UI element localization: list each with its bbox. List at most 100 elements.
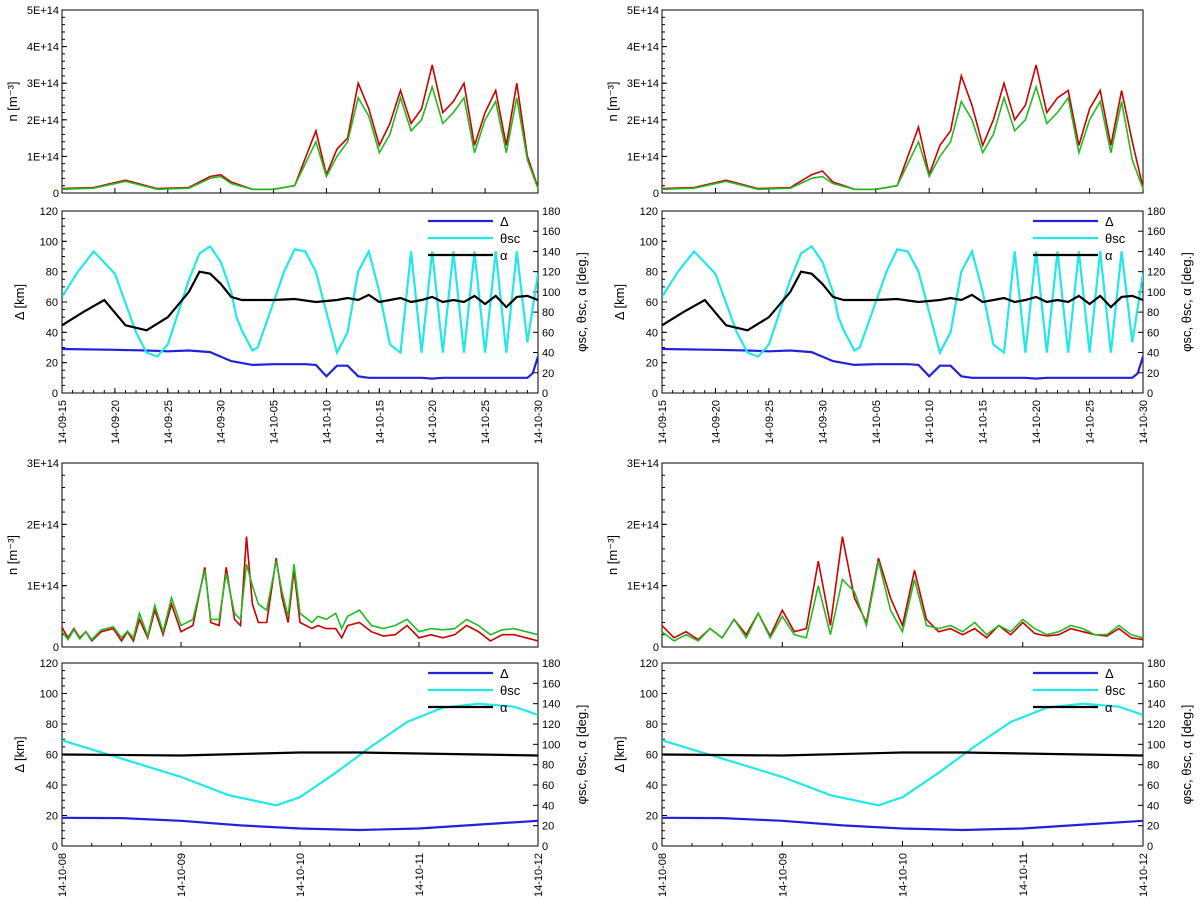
panel-bottom-right: 0 1E+14 2E+14 3E+14 n [m⁻³] 0 20 40 60 80 100 120 0 2… xyxy=(605,458,1194,897)
x-tick-label: 14-10-09 xyxy=(176,853,188,897)
density-y-tick-label: 2E+14 xyxy=(27,519,59,531)
density-y-tick-label: 0 xyxy=(653,642,659,654)
x-tick-label: 14-10-20 xyxy=(1031,400,1043,444)
geometry-left-tick-label: 20 xyxy=(46,358,58,370)
x-tick-label: 14-10-11 xyxy=(414,853,426,896)
geometry-right-axis-label: φsc, θsc, α [deg.] xyxy=(574,705,589,805)
geometry-right-tick-label: 0 xyxy=(1147,841,1153,853)
x-tick-label: 14-10-12 xyxy=(1138,853,1150,897)
geometry-right-tick-label: 100 xyxy=(1147,739,1165,751)
x-tick-label: 14-09-25 xyxy=(163,400,175,444)
geometry-right-tick-label: 100 xyxy=(1147,287,1165,299)
geometry-right-tick-label: 40 xyxy=(542,800,554,812)
density-y-tick-label: 3E+14 xyxy=(27,78,59,90)
density-y-axis-label: n [m⁻³] xyxy=(5,81,20,121)
geometry-left-tick-label: 0 xyxy=(52,841,58,853)
theta-line xyxy=(62,702,538,807)
geometry-left-tick-label: 80 xyxy=(646,267,658,279)
legend-label: α xyxy=(1105,248,1113,263)
legend-label: θsc xyxy=(500,683,521,698)
geometry-left-tick-label: 80 xyxy=(646,719,658,731)
geometry-left-tick-label: 100 xyxy=(40,689,58,701)
geometry-left-tick-label: 60 xyxy=(646,750,658,762)
x-tick-label: 14-09-15 xyxy=(657,400,669,444)
density-series-measured xyxy=(61,560,539,642)
legend-label: Δ xyxy=(1105,214,1114,229)
geometry-left-tick-label: 40 xyxy=(46,327,58,339)
x-tick-label: 14-10-05 xyxy=(871,400,883,444)
geometry-right-tick-label: 60 xyxy=(542,327,554,339)
geometry-right-tick-label: 140 xyxy=(1147,246,1165,258)
geometry-right-tick-label: 180 xyxy=(1147,658,1165,670)
delta-line xyxy=(62,816,538,832)
legend-label: α xyxy=(500,700,508,715)
theta-line xyxy=(662,702,1143,807)
geometry-left-axis-label: Δ [km] xyxy=(612,284,627,320)
delta-line xyxy=(662,347,1143,380)
geometry-left-tick-label: 20 xyxy=(646,811,658,823)
x-tick-label: 14-10-15 xyxy=(978,400,990,444)
geometry-right-tick-label: 0 xyxy=(1147,388,1153,400)
x-tick-label: 14-10-10 xyxy=(295,853,307,897)
geometry-right-tick-label: 120 xyxy=(1147,719,1165,731)
geometry-right-tick-label: 20 xyxy=(1147,368,1159,380)
density-y-tick-label: 2E+14 xyxy=(627,115,659,127)
density-y-tick-label: 4E+14 xyxy=(627,42,659,54)
geometry-left-axis-label: Δ [km] xyxy=(612,736,627,772)
legend-label: Δ xyxy=(500,214,509,229)
density-series-model xyxy=(661,536,1144,641)
x-tick-label: 14-10-25 xyxy=(480,400,492,444)
density-y-tick-label: 1E+14 xyxy=(27,151,59,163)
density-y-tick-label: 5E+14 xyxy=(627,5,659,17)
geometry-left-tick-label: 40 xyxy=(646,327,658,339)
x-tick-label: 14-10-10 xyxy=(321,400,333,444)
panel-top-right: 0 1E+14 2E+14 3E+14 4E+14 5E+14 n [m⁻³] 0 20 40 60… xyxy=(605,5,1194,444)
geometry-left-tick-label: 120 xyxy=(640,206,658,218)
legend-label: Δ xyxy=(500,666,509,681)
geometry-left-tick-label: 20 xyxy=(46,811,58,823)
geometry-right-tick-label: 20 xyxy=(542,368,554,380)
geometry-right-tick-label: 160 xyxy=(1147,226,1165,238)
x-tick-label: 14-10-08 xyxy=(657,853,669,897)
geometry-left-tick-label: 120 xyxy=(40,206,58,218)
geometry-left-tick-label: 100 xyxy=(640,689,658,701)
legend-label: θsc xyxy=(1105,231,1126,246)
legend-label: α xyxy=(500,248,508,263)
density-y-tick-label: 1E+14 xyxy=(27,581,59,593)
density-y-axis-label: n [m⁻³] xyxy=(605,535,620,575)
geometry-right-tick-label: 40 xyxy=(1147,348,1159,360)
density-series-model xyxy=(61,64,539,191)
geometry-right-tick-label: 60 xyxy=(1147,327,1159,339)
geometry-right-tick-label: 80 xyxy=(1147,760,1159,772)
geometry-left-tick-label: 0 xyxy=(652,388,658,400)
geometry-right-tick-label: 0 xyxy=(542,388,548,400)
geometry-right-tick-label: 60 xyxy=(1147,780,1159,792)
density-y-axis-label: n [m⁻³] xyxy=(605,81,620,121)
x-tick-label: 14-10-09 xyxy=(777,853,789,897)
geometry-right-tick-label: 120 xyxy=(1147,267,1165,279)
delta-line xyxy=(662,816,1143,832)
alpha-line xyxy=(662,751,1143,757)
geometry-left-tick-label: 100 xyxy=(40,236,58,248)
geometry-right-tick-label: 100 xyxy=(542,739,560,751)
geometry-right-tick-label: 0 xyxy=(542,841,548,853)
geometry-right-axis-label: φsc, θsc, α [deg.] xyxy=(574,252,589,352)
x-tick-label: 14-10-10 xyxy=(924,400,936,444)
geometry-right-tick-label: 180 xyxy=(1147,206,1165,218)
geometry-right-tick-label: 120 xyxy=(542,719,560,731)
geometry-right-tick-label: 140 xyxy=(1147,699,1165,711)
density-series-measured xyxy=(661,84,1144,191)
geometry-right-tick-label: 80 xyxy=(542,760,554,772)
x-tick-label: 14-10-25 xyxy=(1085,400,1097,444)
density-series-measured xyxy=(661,560,1144,642)
geometry-left-axis-label: Δ [km] xyxy=(12,736,27,772)
geometry-left-tick-label: 60 xyxy=(46,297,58,309)
geometry-left-tick-label: 40 xyxy=(46,780,58,792)
geometry-right-tick-label: 60 xyxy=(542,780,554,792)
x-tick-label: 14-09-30 xyxy=(817,400,829,444)
x-tick-label: 14-10-30 xyxy=(533,400,545,444)
geometry-right-tick-label: 100 xyxy=(542,287,560,299)
density-y-tick-label: 3E+14 xyxy=(27,458,59,470)
density-series-model xyxy=(61,536,539,643)
